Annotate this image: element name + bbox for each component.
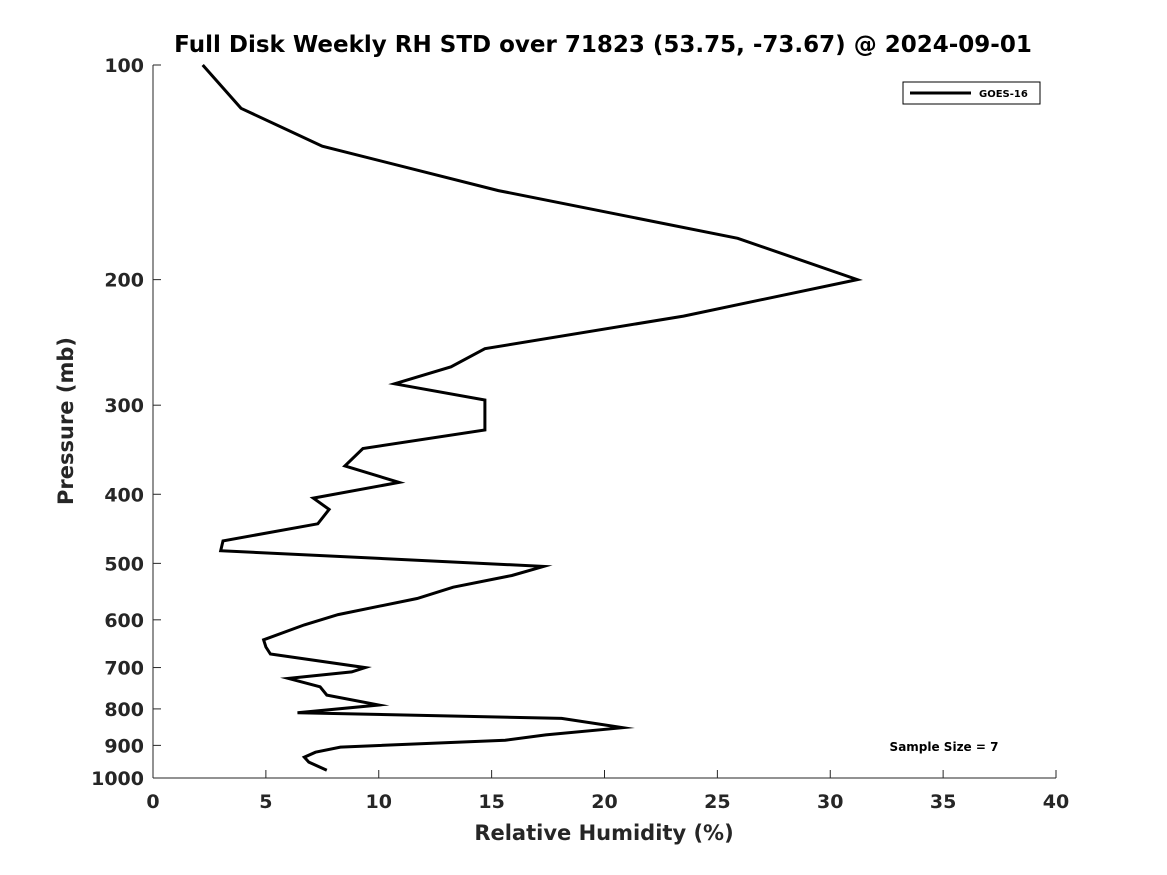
series-line-goes-16 <box>201 64 863 772</box>
y-axis-label: Pressure (mb) <box>54 337 78 505</box>
x-axis-label: Relative Humidity (%) <box>474 821 733 845</box>
x-tick-label: 5 <box>259 791 272 813</box>
legend: GOES-16 <box>902 81 1041 105</box>
y-tick-label: 1000 <box>91 768 144 790</box>
y-tick-label: 600 <box>104 610 144 632</box>
x-tick-label: 0 <box>146 791 159 813</box>
x-tick-label: 15 <box>478 791 504 813</box>
y-tick-label: 100 <box>104 55 144 77</box>
sample-size-annotation: Sample Size = 7 <box>890 740 999 754</box>
y-tick-label: 300 <box>104 395 144 417</box>
y-tick-label: 900 <box>104 735 144 757</box>
x-tick-label: 40 <box>1043 791 1069 813</box>
y-tick-label: 700 <box>104 658 144 680</box>
x-tick-label: 30 <box>817 791 843 813</box>
y-tick-label: 800 <box>104 699 144 721</box>
y-tick-label: 200 <box>104 270 144 292</box>
legend-box <box>902 81 1041 105</box>
legend-label-goes-16: GOES-16 <box>979 89 1028 100</box>
chart-title: Full Disk Weekly RH STD over 71823 (53.7… <box>174 32 1032 58</box>
y-tick-label: 500 <box>104 553 144 575</box>
x-tick-label: 10 <box>366 791 392 813</box>
x-tick-label: 35 <box>930 791 956 813</box>
y-tick-label: 400 <box>104 484 144 506</box>
x-tick-label: 25 <box>704 791 730 813</box>
x-tick-label: 20 <box>591 791 617 813</box>
plot-area: 0 5 10 15 20 25 30 35 40 100 200 300 400 500 600 700 800… <box>91 55 1069 813</box>
